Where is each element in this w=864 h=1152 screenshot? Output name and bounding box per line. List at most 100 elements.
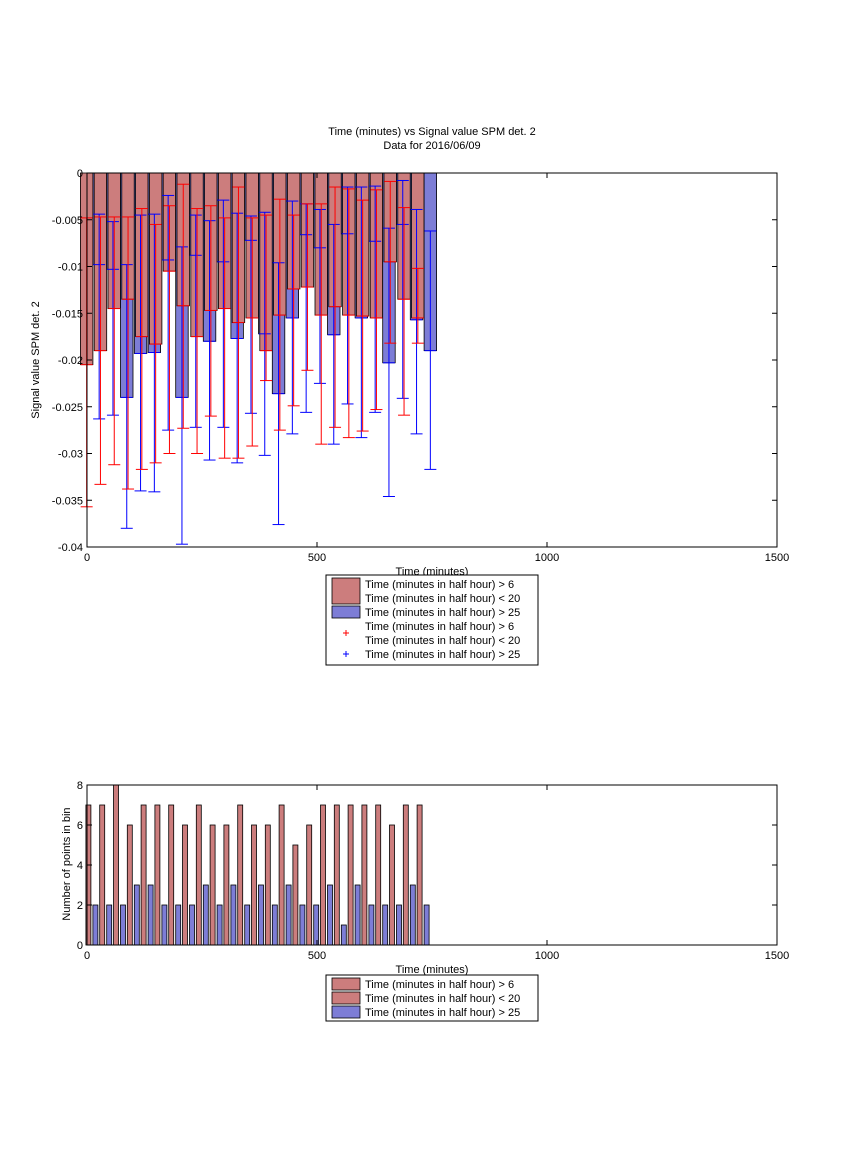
y-tick-label: 4 bbox=[77, 860, 83, 872]
y-tick-label: 2 bbox=[77, 900, 83, 912]
legend-box bbox=[325, 574, 539, 666]
bar-blue bbox=[382, 904, 389, 946]
legend-swatch bbox=[331, 577, 361, 605]
bar-blue bbox=[396, 904, 402, 946]
bar-red bbox=[389, 824, 395, 946]
count-chart: 0 500 1000 1500 0 2 4 6 8 Time (minutes) Number … bbox=[61, 780, 789, 1022]
bar-blue bbox=[285, 884, 292, 946]
bar-red bbox=[320, 804, 326, 946]
x-tick-label: 1500 bbox=[765, 950, 789, 962]
y-axis-label: Number of points in bin bbox=[61, 807, 73, 920]
bar-red bbox=[292, 844, 299, 946]
bar-blue bbox=[230, 884, 237, 946]
legend-label: Time (minutes in half hour) > 6 bbox=[365, 621, 514, 633]
bar-blue bbox=[161, 904, 168, 946]
bar-blue bbox=[106, 904, 113, 946]
legend-swatch bbox=[331, 977, 361, 991]
bar-blue bbox=[313, 904, 320, 946]
bar-blue bbox=[327, 884, 333, 946]
count-legend: Time (minutes in half hour) > 6 Time (min… bbox=[325, 974, 539, 1022]
bar-red bbox=[306, 824, 313, 946]
x-tick-label: 500 bbox=[308, 552, 326, 564]
legend-swatch bbox=[331, 1005, 361, 1019]
y-axis-label: Signal value SPM det. 2 bbox=[30, 301, 42, 418]
bar-blue bbox=[271, 904, 278, 946]
bar-red bbox=[416, 804, 423, 946]
chart-title: Time (minutes) vs Signal value SPM det. … bbox=[328, 126, 535, 138]
bar-blue bbox=[189, 904, 195, 946]
x-tick-label: 1000 bbox=[535, 552, 559, 564]
bar-blue bbox=[133, 884, 140, 946]
y-tick-label: -0.025 bbox=[52, 402, 83, 414]
x-tick-label: 500 bbox=[308, 950, 326, 962]
bar-red bbox=[113, 784, 119, 946]
bar-red bbox=[237, 804, 244, 946]
y-tick-label: 0 bbox=[77, 168, 83, 180]
bar-red bbox=[402, 804, 409, 946]
bar-red bbox=[333, 804, 340, 946]
y-tick-label: -0.005 bbox=[52, 215, 83, 227]
signal-chart: Time (minutes) vs Signal value SPM det. … bbox=[30, 126, 789, 666]
count-bars bbox=[85, 784, 430, 946]
bar-red bbox=[278, 804, 285, 946]
x-axis-label: Time (minutes) bbox=[396, 964, 469, 976]
y-tick-label: -0.015 bbox=[52, 308, 83, 320]
bar-blue bbox=[216, 904, 223, 946]
bar-blue bbox=[299, 904, 306, 946]
bar-red bbox=[223, 824, 230, 946]
y-tick-label: 8 bbox=[77, 780, 83, 792]
bar-blue bbox=[354, 884, 361, 946]
bar-blue bbox=[92, 904, 99, 946]
y-tick-label: 6 bbox=[77, 820, 83, 832]
y-tick-label: -0.035 bbox=[52, 495, 83, 507]
legend-label: Time (minutes in half hour) > 6 bbox=[365, 979, 514, 991]
bar-blue bbox=[244, 904, 251, 946]
legend-label: Time (minutes in half hour) < 20 bbox=[365, 993, 520, 1005]
bar-red bbox=[347, 804, 354, 946]
legend-box bbox=[325, 974, 539, 1022]
legend-label: Time (minutes in half hour) > 25 bbox=[365, 607, 520, 619]
y-tick-label: 0 bbox=[77, 940, 83, 952]
x-tick-label: 1000 bbox=[535, 950, 559, 962]
y-tick-label: -0.02 bbox=[58, 355, 83, 367]
bar-red bbox=[195, 804, 202, 946]
y-tick-label: -0.04 bbox=[58, 542, 83, 554]
bar-red bbox=[126, 824, 133, 946]
legend-swatch bbox=[331, 605, 361, 619]
bar-red bbox=[361, 804, 368, 946]
legend-label: Time (minutes in half hour) < 20 bbox=[365, 593, 520, 605]
x-tick-label: 0 bbox=[84, 950, 90, 962]
legend-label: Time (minutes in half hour) > 6 bbox=[365, 579, 514, 591]
legend-label: Time (minutes in half hour) > 25 bbox=[365, 649, 520, 661]
bar-blue bbox=[147, 884, 154, 946]
bar-blue bbox=[340, 924, 347, 946]
x-tick-label: 0 bbox=[84, 552, 90, 564]
count-axes: 0 500 1000 1500 0 2 4 6 8 bbox=[77, 780, 789, 962]
bar-red bbox=[264, 824, 271, 946]
bar-blue bbox=[202, 884, 209, 946]
y-tick-label: -0.01 bbox=[58, 262, 83, 274]
bar-red bbox=[375, 804, 382, 946]
bar-red bbox=[140, 804, 147, 946]
bar-blue bbox=[368, 904, 375, 946]
bar-red bbox=[168, 804, 175, 946]
chart-subtitle: Data for 2016/06/09 bbox=[383, 140, 480, 152]
x-tick-label: 1500 bbox=[765, 552, 789, 564]
signal-legend: Time (minutes in half hour) > 6 Time (min… bbox=[325, 574, 539, 666]
bar-blue bbox=[423, 904, 430, 946]
bar-red bbox=[182, 824, 188, 946]
bar-red bbox=[154, 804, 161, 946]
bar-blue bbox=[175, 904, 182, 946]
bar-red bbox=[209, 824, 216, 946]
bar-red bbox=[251, 824, 257, 946]
y-tick-label: -0.03 bbox=[58, 449, 83, 461]
signal-axes: 0 500 1000 1500 -0.04 -0.035 -0.03 -0.025 -0.02 -… bbox=[52, 168, 789, 564]
bar-blue bbox=[258, 884, 264, 946]
bar-red bbox=[99, 804, 106, 946]
signal-bars bbox=[80, 172, 438, 398]
signal-error-bars bbox=[80, 179, 437, 545]
legend-label: Time (minutes in half hour) < 20 bbox=[365, 635, 520, 647]
bar-blue bbox=[120, 904, 126, 946]
legend-label: Time (minutes in half hour) > 25 bbox=[365, 1007, 520, 1019]
